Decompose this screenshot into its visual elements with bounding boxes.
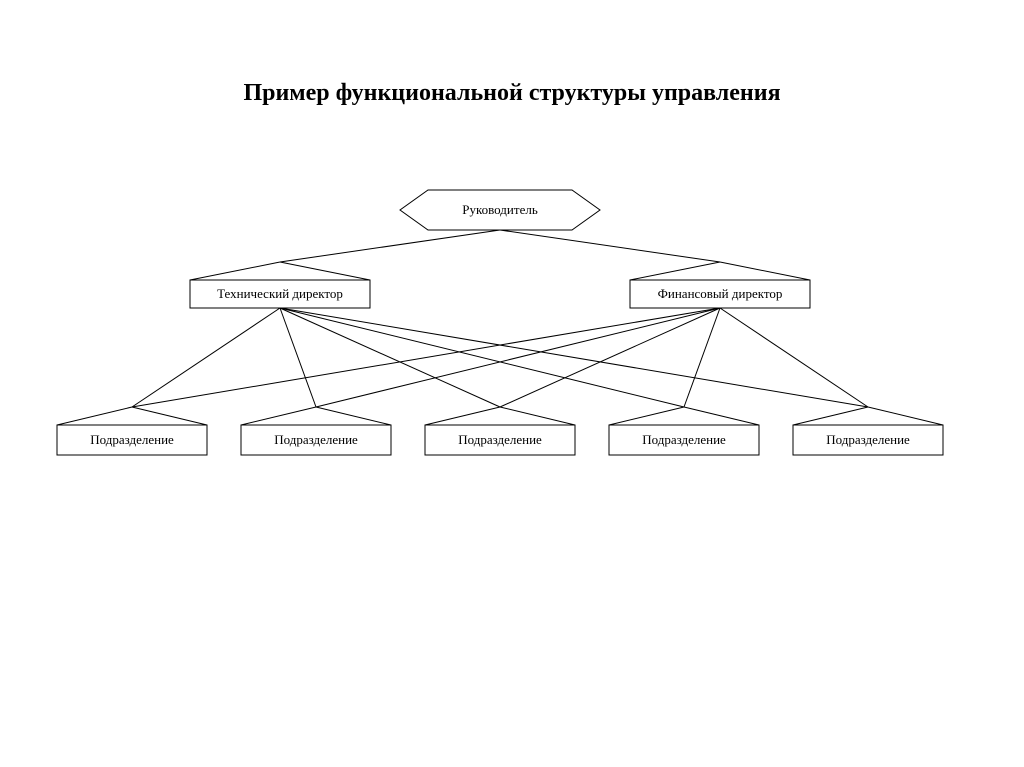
node-label-s5: Подразделение <box>826 432 910 447</box>
node-d2: Финансовый директор <box>630 280 810 308</box>
node-label-d2: Финансовый директор <box>658 286 783 301</box>
node-d1: Технический директор <box>190 280 370 308</box>
node-s2: Подразделение <box>241 425 391 455</box>
node-s4: Подразделение <box>609 425 759 455</box>
node-label-root: Руководитель <box>462 202 538 217</box>
node-s3: Подразделение <box>425 425 575 455</box>
node-s5: Подразделение <box>793 425 943 455</box>
node-label-s3: Подразделение <box>458 432 542 447</box>
node-root: Руководитель <box>400 190 600 230</box>
node-label-s4: Подразделение <box>642 432 726 447</box>
node-label-s1: Подразделение <box>90 432 174 447</box>
node-label-d1: Технический директор <box>217 286 343 301</box>
node-label-s2: Подразделение <box>274 432 358 447</box>
org-chart: Руководитель Технический директор Финансов… <box>0 0 1024 767</box>
node-s1: Подразделение <box>57 425 207 455</box>
